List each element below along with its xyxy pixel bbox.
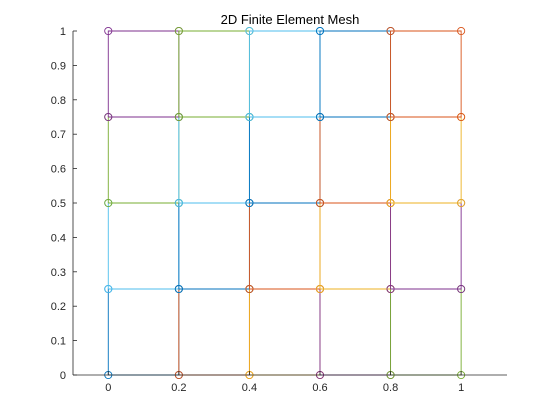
node-marker [104, 198, 113, 208]
y-tick-label: 1 [60, 26, 66, 38]
node-marker [245, 284, 254, 294]
node-marker [386, 26, 395, 36]
x-tick-label: 0 [105, 382, 111, 394]
node-marker [245, 26, 254, 36]
node-marker [386, 284, 395, 294]
node-marker [245, 112, 254, 122]
y-tick-label: 0 [60, 370, 66, 382]
axes-layer: 0 0.2 0.4 0.6 0.8 1 0 0.1 0.2 0.3 0.4 0.5 0.6 0.7 0.8 0… [51, 26, 507, 394]
series-layer [104, 26, 466, 380]
y-tick-label: 0.4 [51, 232, 66, 244]
y-tick-label: 0.5 [51, 198, 66, 210]
node-marker [315, 198, 325, 208]
node-marker [457, 112, 466, 122]
node-marker [386, 112, 395, 122]
x-tick-label: 0.8 [383, 382, 398, 394]
x-tick-label: 0.2 [171, 382, 186, 394]
y-tick-label: 0.9 [51, 60, 66, 72]
chart-title: 2D Finite Element Mesh [221, 12, 360, 27]
node-marker [457, 198, 466, 208]
element-20-edges [390, 30, 462, 118]
node-marker [245, 198, 254, 208]
y-tick-label: 0.2 [51, 301, 66, 313]
node-marker [104, 284, 113, 294]
y-tick-label: 0.7 [51, 129, 66, 141]
node-marker [174, 26, 183, 36]
x-tick-label: 0.6 [312, 382, 327, 394]
node-marker [315, 112, 325, 122]
node-marker [315, 284, 325, 294]
y-tick-label: 0.6 [51, 164, 66, 176]
node-marker [457, 26, 466, 36]
element-20 [386, 26, 466, 122]
node-marker [174, 284, 183, 294]
x-tick-label: 0.4 [242, 382, 257, 394]
node-marker [457, 284, 466, 294]
node-marker [386, 198, 395, 208]
x-tick-label: 1 [458, 382, 464, 394]
y-tick-label: 0.3 [51, 267, 66, 279]
node-marker [315, 26, 325, 36]
node-marker [174, 112, 183, 122]
node-marker [174, 198, 183, 208]
node-marker [104, 26, 113, 36]
y-tick-label: 0.1 [51, 336, 66, 348]
y-tick-label: 0.8 [51, 95, 66, 107]
node-marker [104, 112, 113, 122]
